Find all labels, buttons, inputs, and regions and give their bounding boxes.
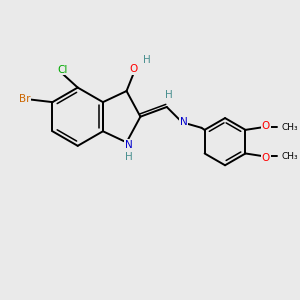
Text: N: N — [125, 140, 133, 150]
Text: CH₃: CH₃ — [282, 152, 298, 161]
Text: CH₃: CH₃ — [282, 123, 298, 132]
Text: N: N — [179, 117, 187, 127]
Text: O: O — [129, 64, 138, 74]
Text: H: H — [165, 90, 173, 100]
Text: O: O — [262, 153, 270, 163]
Text: H: H — [142, 56, 150, 65]
Text: Br: Br — [19, 94, 31, 104]
Text: H: H — [125, 152, 133, 162]
Text: Cl: Cl — [57, 64, 68, 74]
Text: O: O — [262, 121, 270, 131]
